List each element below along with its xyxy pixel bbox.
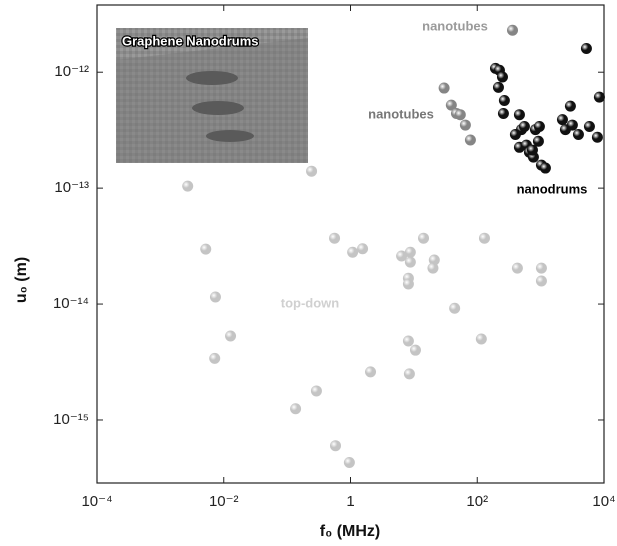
point [409, 344, 421, 356]
x-tick-label: 10⁻⁴ [81, 493, 112, 510]
point [498, 95, 510, 107]
point [404, 256, 416, 268]
point [209, 352, 221, 364]
point [347, 246, 359, 258]
point [475, 333, 487, 345]
point [580, 43, 592, 55]
point [454, 109, 466, 121]
y-tick-label: 10⁻¹² [54, 63, 89, 80]
series-label: top-down [281, 295, 340, 310]
inset-title: Graphene Nanodrums [122, 33, 259, 48]
inset-drum [192, 101, 244, 115]
x-tick-label: 10⁻² [209, 493, 239, 510]
series-label: nanotubes [368, 106, 434, 121]
point [566, 119, 578, 131]
point [200, 243, 212, 255]
point [357, 243, 369, 255]
point [526, 144, 538, 156]
y-tick-label: 10⁻¹⁵ [53, 411, 89, 428]
point [182, 180, 194, 192]
point [591, 131, 603, 143]
point [593, 91, 605, 103]
series-label: nanodrums [517, 181, 588, 196]
point [513, 109, 525, 121]
point [403, 368, 415, 380]
point [533, 121, 545, 133]
point [518, 121, 530, 133]
point [572, 129, 584, 141]
point [310, 385, 322, 397]
inset-image [116, 28, 308, 163]
point [209, 291, 221, 303]
point [330, 440, 342, 452]
point [564, 100, 576, 112]
x-tick-label: 10⁴ [592, 493, 615, 510]
point [478, 232, 490, 244]
point [464, 134, 476, 146]
point [343, 456, 355, 468]
point [445, 99, 457, 111]
point [402, 335, 414, 347]
x-tick-label: 1 [346, 493, 354, 510]
inset-drum [186, 71, 238, 85]
point [449, 302, 461, 314]
point [418, 232, 430, 244]
point [290, 403, 302, 415]
point [427, 262, 439, 274]
annotation: nanotubes [422, 18, 488, 33]
point [306, 165, 318, 177]
inset-drum [206, 130, 254, 142]
inset: Graphene Nanodrums [116, 28, 308, 163]
point [459, 119, 471, 131]
point [535, 262, 547, 274]
point [509, 129, 521, 141]
point [497, 108, 509, 120]
inset-flake [116, 38, 308, 163]
point [532, 135, 544, 147]
point [539, 162, 551, 174]
point [583, 121, 595, 133]
x-tick-label: 10² [466, 493, 488, 510]
y-tick-label: 10⁻¹⁴ [53, 295, 89, 312]
y-tick-label: 10⁻¹³ [54, 179, 89, 196]
point [507, 24, 519, 36]
point [404, 246, 416, 258]
x-axis-title: f₀ (MHz) [320, 523, 381, 540]
point [225, 330, 237, 342]
point [428, 254, 440, 266]
point [511, 262, 523, 274]
point [496, 71, 508, 83]
point [535, 275, 547, 287]
point [438, 82, 450, 94]
point [396, 250, 408, 262]
point [329, 232, 341, 244]
y-axis-title: u₀ (m) [13, 257, 30, 303]
point [556, 114, 568, 126]
point [402, 278, 414, 290]
point [492, 81, 504, 93]
point [365, 366, 377, 378]
